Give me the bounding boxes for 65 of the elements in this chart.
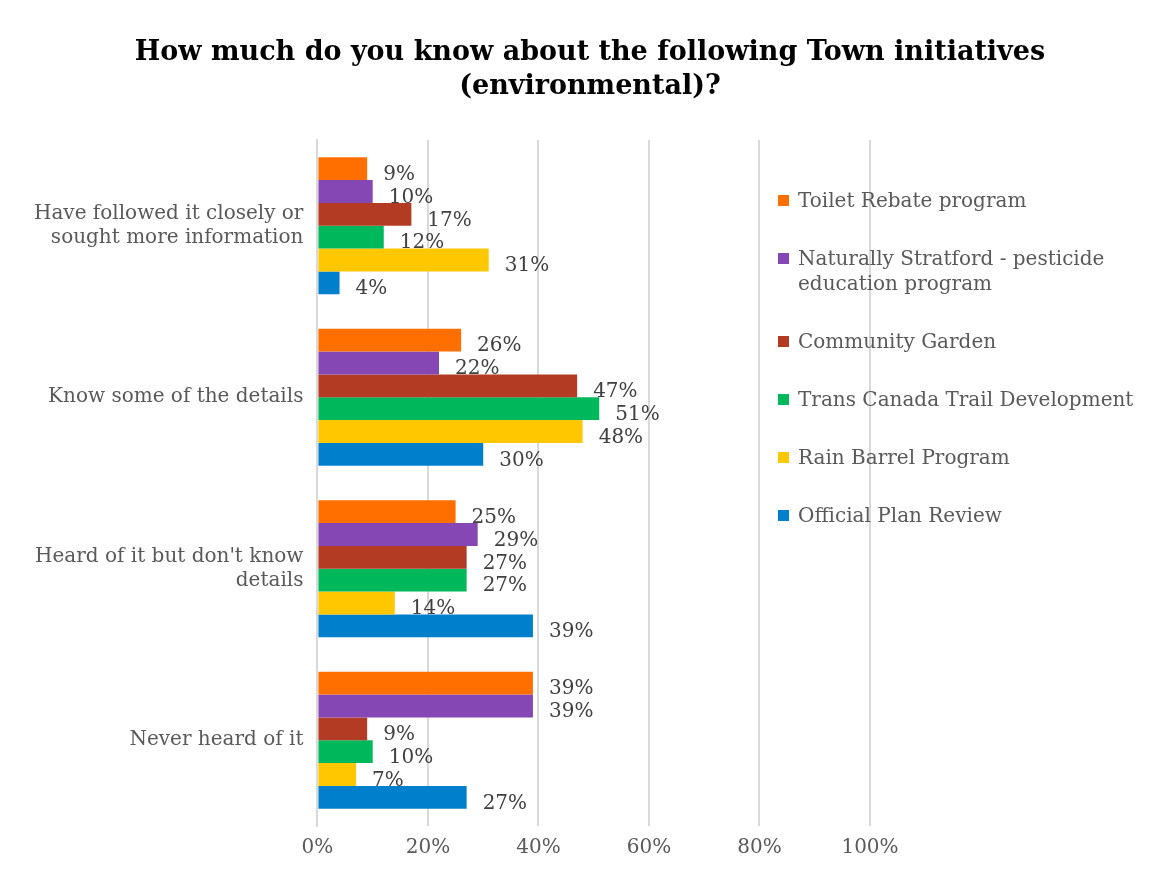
bar	[318, 397, 600, 421]
bar	[318, 225, 384, 249]
data-label: 12%	[399, 229, 445, 254]
x-tick-label: 80%	[737, 834, 782, 859]
bar	[318, 180, 373, 203]
data-label: 14%	[410, 595, 456, 620]
bar	[318, 442, 484, 466]
data-label: 27%	[482, 572, 528, 597]
y-tick-label: Have followed it closely or sought more information	[34, 199, 304, 248]
data-label: 9%	[383, 721, 415, 746]
y-tick-label: Never heard of it	[129, 726, 304, 751]
bar	[318, 717, 368, 741]
data-label: 26%	[477, 332, 522, 357]
bar	[318, 671, 533, 695]
x-tick-label: 20%	[405, 834, 451, 859]
x-tick-label: 0%	[301, 834, 334, 859]
y-tick-label: Heard of it but don't know details	[35, 542, 304, 591]
chart-title: How much do you know about the following Town initiatives (environmental)?	[133, 34, 1047, 102]
data-label: 39%	[548, 675, 594, 700]
bar	[318, 523, 478, 546]
data-label: 7%	[372, 766, 404, 791]
data-label: 4%	[355, 275, 388, 300]
data-label: 17%	[427, 206, 472, 231]
data-label: 39%	[548, 698, 594, 723]
bar	[318, 763, 357, 786]
x-tick-label: 60%	[626, 834, 672, 859]
y-tick-label: Know some of the details	[48, 383, 304, 408]
data-label: 29%	[493, 526, 539, 551]
bar	[318, 420, 583, 443]
data-label: 30%	[499, 446, 544, 471]
bar	[318, 202, 412, 226]
data-label: 31%	[504, 252, 550, 277]
bar	[318, 351, 439, 375]
legend-label: Community Garden	[798, 329, 997, 354]
data-label: 39%	[548, 618, 594, 643]
bar	[318, 545, 467, 569]
legend-label: Trans Canada Trail Development	[798, 387, 1134, 412]
data-label: 25%	[471, 503, 517, 528]
bar	[318, 694, 533, 718]
data-label: 27%	[482, 789, 528, 814]
legend-label: Official Plan Review	[798, 503, 1002, 528]
data-label: 10%	[388, 183, 434, 208]
bar	[318, 328, 462, 352]
bar	[318, 591, 395, 615]
bar	[318, 248, 489, 272]
legend-label: Naturally Stratford - pesticide education program	[798, 246, 1106, 296]
data-label: 51%	[615, 400, 660, 425]
bar	[318, 500, 456, 524]
data-label: 27%	[482, 549, 528, 574]
data-label: 9%	[383, 160, 415, 185]
x-tick-label: 40%	[516, 834, 561, 859]
data-label: 10%	[388, 743, 434, 768]
data-label: 47%	[593, 378, 638, 403]
data-label: 48%	[598, 423, 644, 448]
legend-label: Rain Barrel Program	[798, 445, 1010, 470]
bar	[318, 740, 373, 764]
bar	[318, 374, 578, 398]
bar	[318, 157, 368, 181]
bar	[318, 785, 467, 809]
legend-label: Toilet Rebate program	[798, 188, 1027, 213]
bar	[318, 568, 467, 592]
data-label: 22%	[455, 355, 500, 380]
bar	[318, 614, 533, 638]
bar	[318, 271, 340, 295]
x-tick-label: 100%	[841, 834, 899, 859]
